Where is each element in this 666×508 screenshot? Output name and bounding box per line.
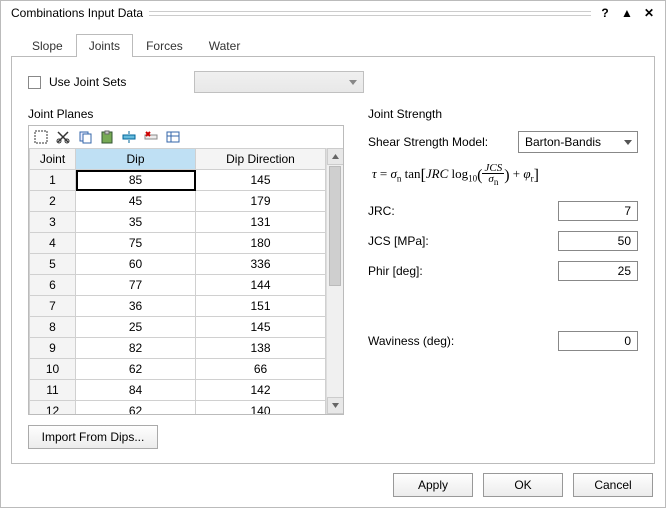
row-header[interactable]: 12: [30, 401, 76, 415]
collapse-icon[interactable]: ▲: [619, 5, 635, 21]
vertical-scrollbar[interactable]: [326, 148, 343, 414]
cell-dip[interactable]: 60: [76, 254, 196, 275]
table-props-icon[interactable]: [165, 129, 181, 145]
col-dip[interactable]: Dip: [76, 149, 196, 170]
paste-icon[interactable]: [99, 129, 115, 145]
table-toolbar: [29, 126, 343, 148]
tabpage-joints: Use Joint Sets Joint Planes: [11, 56, 655, 464]
jcs-label: JCS [MPa]:: [368, 234, 478, 248]
cell-dip-direction[interactable]: 179: [196, 191, 326, 212]
cell-dip[interactable]: 82: [76, 338, 196, 359]
row-header[interactable]: 10: [30, 359, 76, 380]
joint-planes-label: Joint Planes: [28, 107, 344, 121]
use-joint-sets-label: Use Joint Sets: [49, 75, 126, 89]
table-row[interactable]: 245179: [30, 191, 326, 212]
table-row[interactable]: 106266: [30, 359, 326, 380]
phir-input[interactable]: 25: [558, 261, 638, 281]
jcs-input[interactable]: 50: [558, 231, 638, 251]
col-dip-direction[interactable]: Dip Direction: [196, 149, 326, 170]
jrc-input[interactable]: 7: [558, 201, 638, 221]
cell-dip[interactable]: 25: [76, 317, 196, 338]
cell-dip[interactable]: 35: [76, 212, 196, 233]
cell-dip-direction[interactable]: 144: [196, 275, 326, 296]
row-header[interactable]: 1: [30, 170, 76, 191]
joint-planes-table: Joint Dip Dip Direction 1851452451793351…: [28, 125, 344, 415]
cell-dip[interactable]: 85: [76, 170, 196, 191]
waviness-label: Waviness (deg):: [368, 334, 478, 348]
row-header[interactable]: 2: [30, 191, 76, 212]
row-header[interactable]: 7: [30, 296, 76, 317]
joint-planes-grid[interactable]: Joint Dip Dip Direction 1851452451793351…: [29, 148, 326, 414]
cell-dip[interactable]: 62: [76, 359, 196, 380]
help-icon[interactable]: ?: [597, 5, 613, 21]
shear-model-select[interactable]: Barton-Bandis: [518, 131, 638, 153]
cell-dip[interactable]: 84: [76, 380, 196, 401]
shear-model-label: Shear Strength Model:: [368, 135, 518, 149]
cell-dip-direction[interactable]: 66: [196, 359, 326, 380]
apply-button[interactable]: Apply: [393, 473, 473, 497]
row-header[interactable]: 8: [30, 317, 76, 338]
copy-icon[interactable]: [77, 129, 93, 145]
tab-water[interactable]: Water: [196, 34, 254, 57]
cell-dip-direction[interactable]: 180: [196, 233, 326, 254]
table-row[interactable]: 475180: [30, 233, 326, 254]
row-header[interactable]: 5: [30, 254, 76, 275]
cell-dip-direction[interactable]: 142: [196, 380, 326, 401]
tabstrip: Slope Joints Forces Water: [1, 33, 665, 56]
cell-dip[interactable]: 75: [76, 233, 196, 254]
cell-dip-direction[interactable]: 138: [196, 338, 326, 359]
table-row[interactable]: 982138: [30, 338, 326, 359]
table-row[interactable]: 736151: [30, 296, 326, 317]
cell-dip-direction[interactable]: 131: [196, 212, 326, 233]
tab-slope[interactable]: Slope: [19, 34, 76, 57]
table-row[interactable]: 560336: [30, 254, 326, 275]
cell-dip-direction[interactable]: 145: [196, 317, 326, 338]
cell-dip-direction[interactable]: 145: [196, 170, 326, 191]
select-icon[interactable]: [33, 129, 49, 145]
tab-forces[interactable]: Forces: [133, 34, 196, 57]
cell-dip[interactable]: 36: [76, 296, 196, 317]
col-joint[interactable]: Joint: [30, 149, 76, 170]
waviness-input[interactable]: 0: [558, 331, 638, 351]
phir-label: Phir [deg]:: [368, 264, 478, 278]
table-row[interactable]: 677144: [30, 275, 326, 296]
row-header[interactable]: 6: [30, 275, 76, 296]
row-header[interactable]: 9: [30, 338, 76, 359]
dialog-title: Combinations Input Data: [11, 6, 143, 20]
scroll-thumb[interactable]: [329, 166, 341, 286]
insert-row-icon[interactable]: [121, 129, 137, 145]
cell-dip-direction[interactable]: 151: [196, 296, 326, 317]
scroll-up-icon[interactable]: [327, 148, 343, 165]
cancel-button[interactable]: Cancel: [573, 473, 653, 497]
table-row[interactable]: 1262140: [30, 401, 326, 415]
import-from-dips-button[interactable]: Import From Dips...: [28, 425, 158, 449]
table-row[interactable]: 825145: [30, 317, 326, 338]
row-header[interactable]: 4: [30, 233, 76, 254]
tab-joints[interactable]: Joints: [76, 34, 133, 57]
table-row[interactable]: 335131: [30, 212, 326, 233]
table-row[interactable]: 1184142: [30, 380, 326, 401]
cell-dip-direction[interactable]: 336: [196, 254, 326, 275]
scroll-down-icon[interactable]: [327, 397, 343, 414]
row-header[interactable]: 3: [30, 212, 76, 233]
joint-strength-label: Joint Strength: [368, 107, 638, 121]
cut-icon[interactable]: [55, 129, 71, 145]
cell-dip-direction[interactable]: 140: [196, 401, 326, 415]
cell-dip[interactable]: 62: [76, 401, 196, 415]
ok-button[interactable]: OK: [483, 473, 563, 497]
delete-row-icon[interactable]: [143, 129, 159, 145]
row-header[interactable]: 11: [30, 380, 76, 401]
use-joint-sets-checkbox[interactable]: [28, 76, 41, 89]
cell-dip[interactable]: 77: [76, 275, 196, 296]
close-icon[interactable]: ✕: [641, 5, 657, 21]
table-row[interactable]: 185145: [30, 170, 326, 191]
barton-bandis-formula: τ = σn tan[JRC log10(JCSσn) + φr]: [372, 163, 638, 187]
cell-dip[interactable]: 45: [76, 191, 196, 212]
joint-sets-select: [194, 71, 364, 93]
jrc-label: JRC:: [368, 204, 478, 218]
